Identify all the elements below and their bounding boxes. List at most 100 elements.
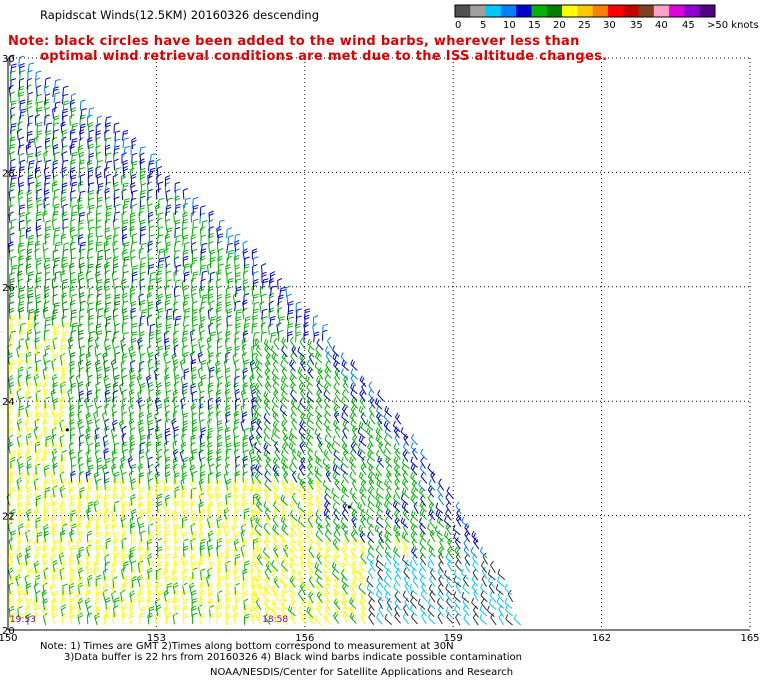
wind-barb <box>375 449 383 462</box>
wind-barb <box>316 381 323 394</box>
wind-barb <box>9 552 16 565</box>
wind-barb <box>261 278 269 289</box>
wind-barb <box>446 612 454 624</box>
wind-barb <box>35 293 41 306</box>
wind-barb <box>45 435 51 447</box>
wind-barb <box>164 418 171 431</box>
wind-barb <box>402 442 410 454</box>
wind-barb <box>121 353 128 365</box>
wind-barb <box>104 116 112 127</box>
colorbar-swatch <box>470 5 487 17</box>
wind-barb <box>225 301 232 313</box>
wind-barb <box>201 270 208 282</box>
wind-barb <box>59 419 64 432</box>
wind-barb <box>295 301 302 313</box>
wind-barb <box>341 598 350 610</box>
wind-barb <box>455 613 461 626</box>
wind-barb <box>68 344 74 357</box>
wind-barb <box>253 590 261 602</box>
wind-barb <box>69 574 76 587</box>
wind-barb <box>78 190 86 202</box>
wind-barb <box>256 426 263 439</box>
wind-barb <box>27 62 35 74</box>
wind-barb <box>163 448 169 461</box>
wind-barb <box>120 596 126 609</box>
wind-barb <box>271 368 280 380</box>
wind-barb <box>264 403 271 416</box>
wind-barb <box>331 561 340 574</box>
wind-barb <box>472 613 479 626</box>
wind-barb <box>78 180 84 193</box>
wind-barb <box>69 604 76 617</box>
wind-barb <box>200 456 206 469</box>
wind-barb <box>182 315 190 327</box>
wind-barb <box>273 470 280 483</box>
wind-barb <box>280 383 288 396</box>
wind-barb <box>289 546 298 558</box>
wind-barb <box>287 331 293 343</box>
wind-barb <box>281 366 288 380</box>
wind-barb <box>376 508 384 521</box>
wind-barb <box>241 500 248 513</box>
wind-barb <box>17 426 23 440</box>
wind-barb <box>271 606 279 618</box>
wind-barb <box>280 598 288 610</box>
wind-barb <box>263 390 271 403</box>
wind-barb <box>341 457 349 469</box>
wind-barb <box>384 524 392 536</box>
wind-barb <box>333 410 340 423</box>
wind-barb <box>402 470 409 484</box>
wind-barb <box>286 309 294 321</box>
wind-barb <box>146 374 152 387</box>
wind-barb <box>94 433 100 447</box>
wind-barb <box>123 198 130 209</box>
wind-barb <box>156 165 163 178</box>
wind-barb <box>289 561 296 573</box>
wind-barb <box>264 576 271 589</box>
wind-barb <box>410 487 419 499</box>
wind-barb <box>263 412 271 425</box>
wind-barb <box>60 359 67 372</box>
wind-barb <box>16 128 23 141</box>
colorbar-label: 40 <box>655 20 668 31</box>
colorbar-swatch <box>516 5 532 17</box>
wind-barb <box>183 324 190 336</box>
wind-barb <box>87 442 94 455</box>
wind-barb <box>272 456 280 469</box>
wind-barb <box>350 404 357 417</box>
wind-barb <box>260 293 267 305</box>
wind-barb <box>79 248 86 260</box>
wind-barb <box>8 84 14 97</box>
wind-barb <box>53 324 61 335</box>
wind-barb <box>44 106 51 119</box>
wind-barb <box>53 411 59 424</box>
wind-barb <box>332 353 341 365</box>
wind-barb <box>121 530 127 543</box>
wind-barb <box>27 138 35 150</box>
wind-barb <box>7 374 14 388</box>
wind-barb <box>209 300 215 312</box>
wind-barb <box>114 203 121 215</box>
wind-barb <box>191 509 197 521</box>
wind-barb <box>297 450 305 462</box>
wind-barb <box>35 70 42 82</box>
wind-barb <box>270 331 277 343</box>
colorbar-swatch <box>562 5 578 17</box>
wind-barb <box>401 487 410 499</box>
wind-barb <box>183 271 190 283</box>
wind-barb <box>290 389 297 402</box>
wind-barb <box>165 241 172 254</box>
wind-barb <box>25 389 31 402</box>
wind-barb <box>251 404 257 417</box>
wind-barb <box>96 366 102 378</box>
wind-barb <box>121 425 127 438</box>
wind-barb <box>435 510 444 522</box>
wind-barb <box>52 249 59 261</box>
wind-barb <box>242 455 248 468</box>
wind-barb <box>88 204 95 216</box>
wind-barb <box>79 99 86 111</box>
wind-barb <box>138 367 144 380</box>
wind-barb <box>402 604 409 617</box>
wind-barb <box>95 418 100 431</box>
wind-barb <box>112 381 119 394</box>
